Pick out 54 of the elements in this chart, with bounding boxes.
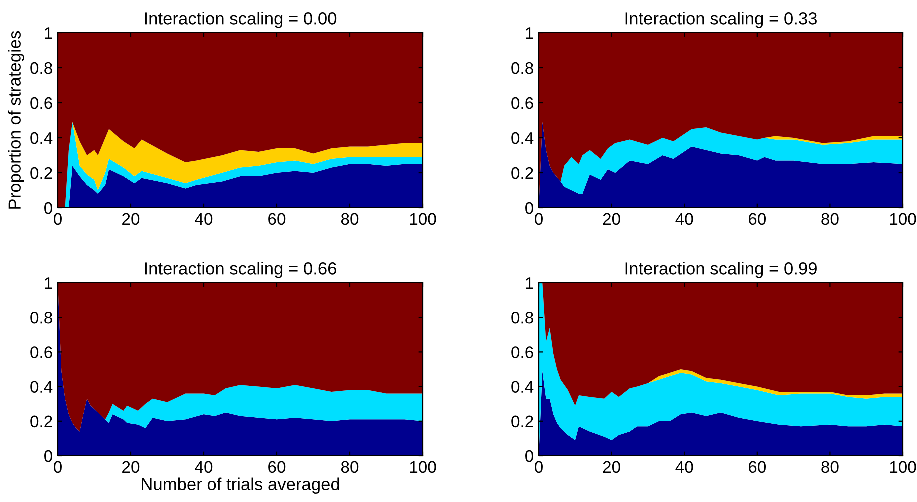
x-tick-label: 100: [410, 213, 436, 226]
x-tick-label: 40: [676, 213, 694, 226]
x-tick-label: 0: [54, 461, 62, 474]
x-tick-label: 40: [195, 461, 213, 474]
x-tick-label: 20: [603, 461, 620, 474]
y-tick-label: 0.4: [512, 132, 534, 144]
x-tick-label: 20: [122, 213, 140, 226]
x-tick-label: 80: [822, 213, 839, 226]
y-axis-title: Proportion of strategies: [8, 31, 24, 209]
y-tick-label: 1: [526, 28, 534, 40]
y-tick-label: 0.4: [30, 132, 53, 144]
y-tick-label: 0.4: [30, 381, 53, 394]
y-tick-label: 0.6: [512, 97, 534, 110]
y-tick-label: 0.8: [512, 62, 534, 74]
y-tick-label: 0: [526, 450, 534, 462]
x-tick-label: 20: [603, 213, 620, 226]
y-tick-label: 0.6: [30, 97, 52, 110]
x-tick-label: 60: [268, 213, 286, 226]
y-tick-label: 0.2: [512, 416, 534, 428]
x-tick-label: 100: [890, 213, 916, 226]
x-tick-label: 80: [341, 461, 359, 474]
x-tick-label: 60: [748, 461, 766, 474]
chart-title: Interaction scaling = 0.00: [145, 12, 337, 28]
x-tick-label: 20: [122, 461, 140, 474]
x-tick-label: 40: [195, 213, 213, 226]
x-tick-label: 60: [748, 213, 766, 226]
x-axis-title: Number of trials averaged: [142, 478, 340, 494]
x-tick-label: 0: [535, 461, 543, 474]
y-tick-label: 0.6: [512, 346, 534, 358]
y-tick-label: 0.8: [30, 62, 52, 74]
y-tick-label: 0: [44, 450, 52, 462]
chart-title: Interaction scaling = 0.33: [626, 12, 817, 28]
y-tick-label: 0.8: [30, 312, 52, 324]
x-tick-label: 0: [535, 213, 543, 226]
y-tick-label: 1: [45, 278, 52, 290]
y-tick-label: 0.2: [30, 416, 52, 428]
x-tick-label: 60: [268, 461, 286, 474]
x-tick-label: 80: [341, 213, 359, 226]
y-tick-label: 0: [44, 202, 52, 214]
chart-title: Interaction scaling = 0.99: [626, 262, 817, 278]
x-tick-label: 40: [676, 461, 694, 474]
y-tick-label: 0.2: [512, 167, 534, 180]
x-tick-label: 0: [54, 213, 62, 226]
y-tick-label: 0.8: [512, 312, 534, 324]
y-tick-label: 0.2: [30, 167, 52, 180]
y-tick-label: 0: [526, 202, 534, 214]
x-tick-label: 100: [410, 461, 436, 474]
x-tick-label: 100: [890, 461, 916, 474]
y-tick-label: 0.4: [512, 381, 534, 394]
y-tick-label: 1: [45, 28, 52, 40]
y-tick-label: 1: [526, 278, 534, 290]
y-tick-label: 0.6: [30, 346, 52, 358]
x-tick-label: 80: [822, 461, 839, 474]
chart-title: Interaction scaling = 0.66: [145, 262, 336, 278]
